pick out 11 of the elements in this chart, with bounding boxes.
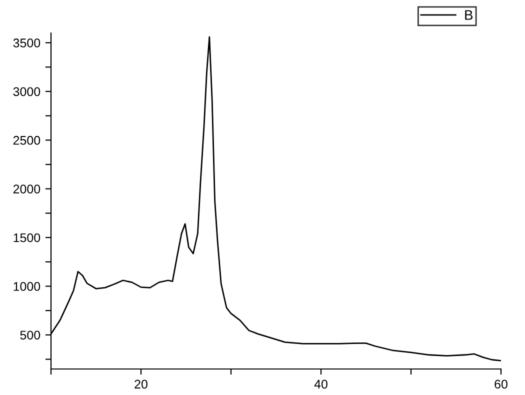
x-tick-label: 60 [494, 380, 508, 389]
y-tick-label: 1000 [14, 282, 40, 291]
y-tick-label: 2500 [13, 136, 40, 145]
y-tick-label: 500 [20, 330, 40, 340]
legend-label: B [465, 10, 473, 20]
y-tick-label: 3500 [13, 38, 40, 48]
y-tick-label: 3000 [13, 87, 40, 96]
x-tick-label: 40 [314, 380, 328, 389]
x-tick-label: 20 [134, 380, 148, 389]
y-tick-label: 2000 [13, 184, 40, 194]
y-tick-label: 1500 [14, 233, 40, 242]
